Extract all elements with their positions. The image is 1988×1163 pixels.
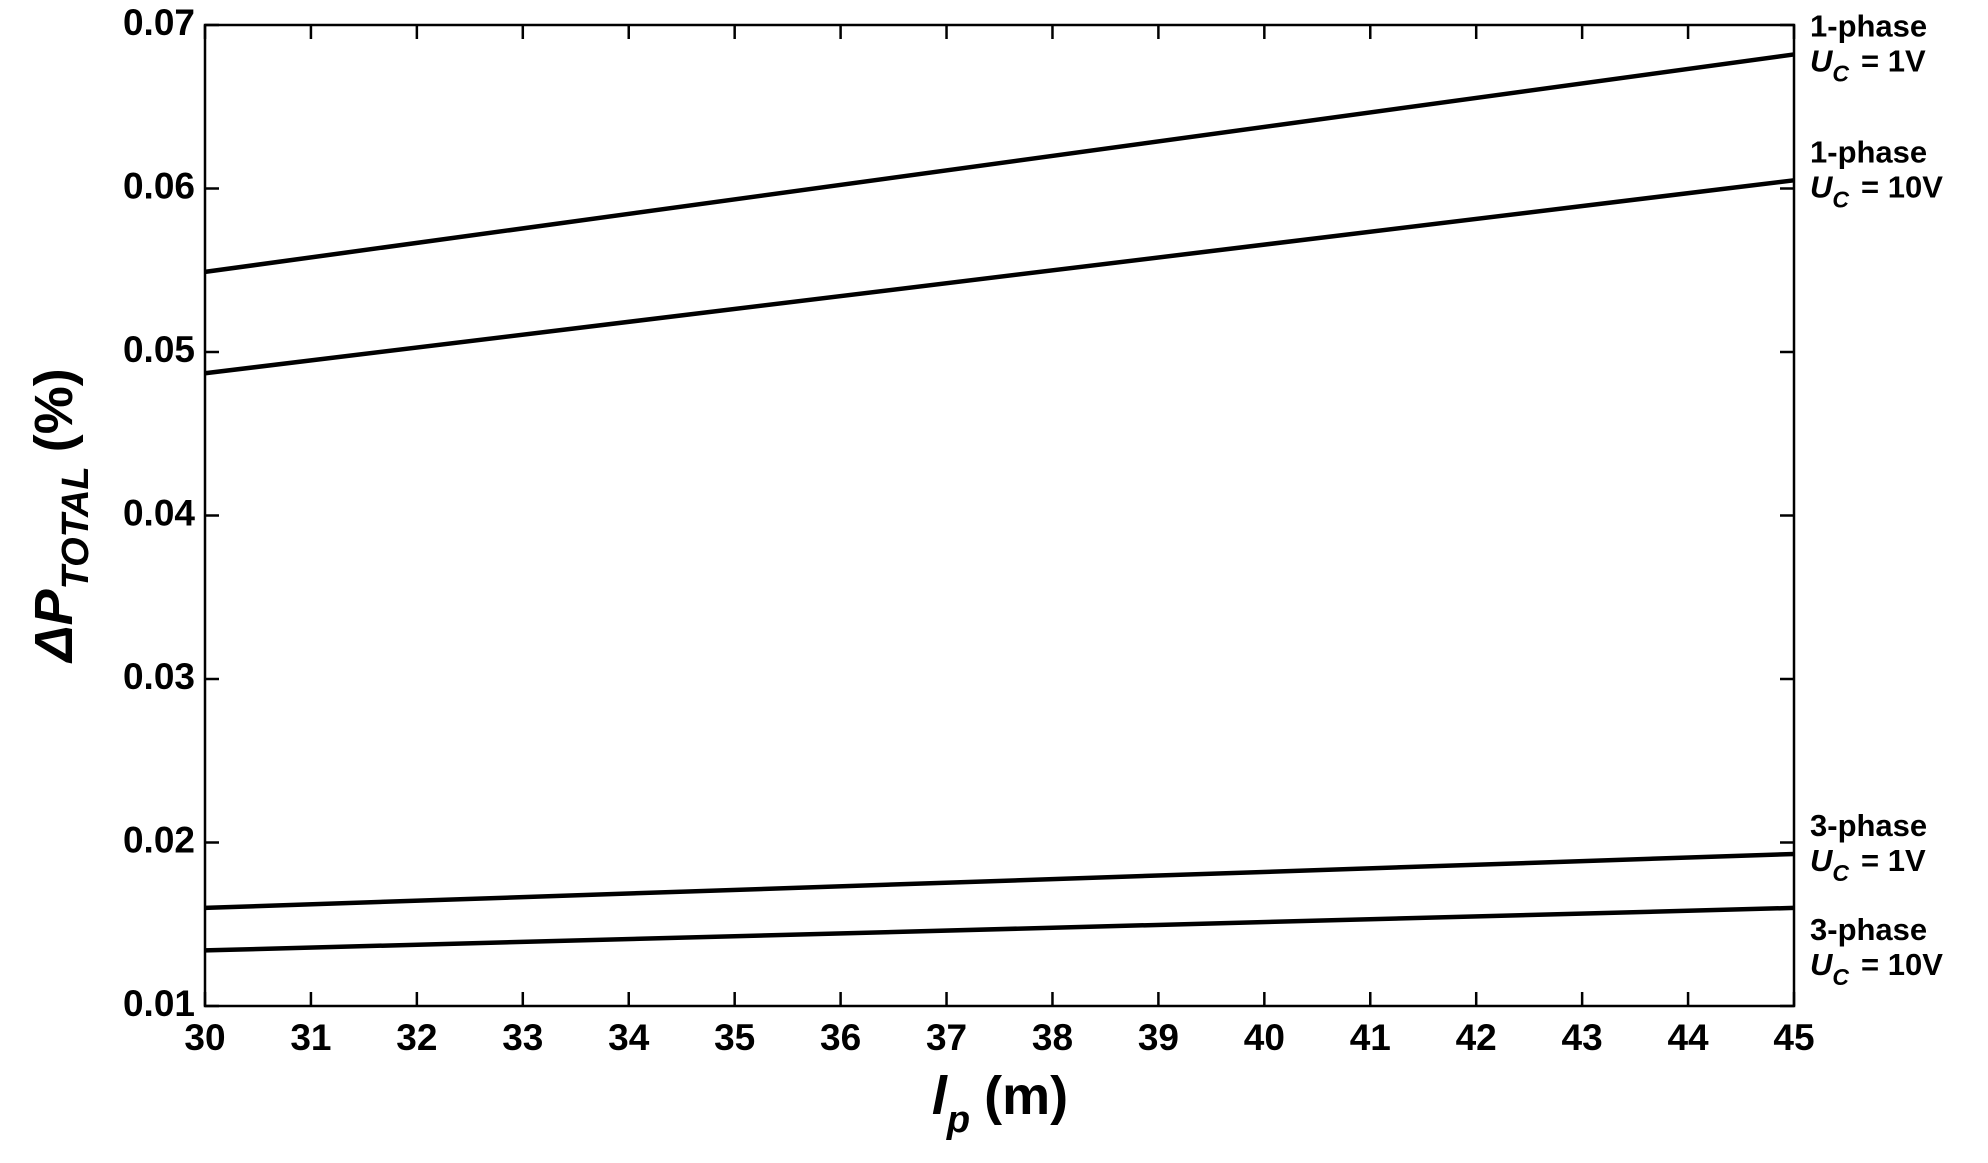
series-label-subscript: C bbox=[1832, 860, 1849, 886]
x-tick-label: 38 bbox=[1032, 1017, 1073, 1058]
x-tick-label: 34 bbox=[608, 1017, 650, 1058]
series-line bbox=[204, 905, 1795, 953]
x-axis-label: lp (m) bbox=[932, 1066, 1068, 1141]
series-label-subscript: C bbox=[1832, 964, 1849, 990]
x-tick-label: 44 bbox=[1667, 1017, 1709, 1058]
series-label-value: = 10V bbox=[1861, 947, 1943, 982]
series-label-symbol: U bbox=[1810, 44, 1834, 79]
series-label: UC = 10V bbox=[1810, 947, 1943, 990]
series-label: UC = 10V bbox=[1810, 170, 1943, 213]
series-label-value: = 1V bbox=[1861, 44, 1926, 79]
series-label: 1-phase bbox=[1810, 9, 1927, 44]
series-label: 3-phase bbox=[1810, 912, 1927, 947]
y-tick-label: 0.01 bbox=[123, 983, 195, 1024]
x-tick-label: 40 bbox=[1244, 1017, 1285, 1058]
series-line bbox=[204, 178, 1795, 376]
series-label-subscript: C bbox=[1832, 186, 1849, 212]
y-axis-label: ΔPTOTAL(%) bbox=[24, 368, 97, 663]
y-tick-label: 0.04 bbox=[123, 492, 195, 533]
series-label-symbol: U bbox=[1810, 843, 1834, 878]
series-label-subscript: C bbox=[1832, 61, 1849, 87]
x-tick-label: 30 bbox=[184, 1017, 225, 1058]
series-label-symbol: U bbox=[1810, 170, 1834, 205]
y-tick-label: 0.05 bbox=[123, 329, 195, 370]
x-tick-label: 41 bbox=[1350, 1017, 1391, 1058]
y-tick-label: 0.07 bbox=[123, 2, 195, 43]
x-tick-label: 35 bbox=[714, 1017, 755, 1058]
series-label: UC = 1V bbox=[1810, 843, 1926, 886]
y-tick-label: 0.03 bbox=[123, 656, 195, 697]
x-tick-label: 31 bbox=[290, 1017, 331, 1058]
series-label-symbol: U bbox=[1810, 947, 1834, 982]
series-line bbox=[204, 52, 1795, 275]
x-tick-label: 36 bbox=[820, 1017, 861, 1058]
x-tick-label: 37 bbox=[926, 1017, 967, 1058]
series-label: 1-phase bbox=[1810, 135, 1927, 170]
series-label-value: = 10V bbox=[1861, 170, 1943, 205]
series-label: 3-phase bbox=[1810, 808, 1927, 843]
y-tick-label: 0.06 bbox=[123, 165, 195, 206]
series-line bbox=[204, 851, 1795, 911]
series-label-value: = 1V bbox=[1861, 843, 1926, 878]
x-tick-label: 45 bbox=[1773, 1017, 1814, 1058]
y-tick-label: 0.02 bbox=[123, 819, 195, 860]
plot-frame bbox=[203, 23, 1796, 1008]
x-tick-label: 43 bbox=[1562, 1017, 1603, 1058]
x-tick-label: 42 bbox=[1456, 1017, 1497, 1058]
x-tick-label: 33 bbox=[502, 1017, 543, 1058]
x-tick-label: 39 bbox=[1138, 1017, 1179, 1058]
series-label: UC = 1V bbox=[1810, 44, 1926, 87]
x-tick-label: 32 bbox=[396, 1017, 437, 1058]
